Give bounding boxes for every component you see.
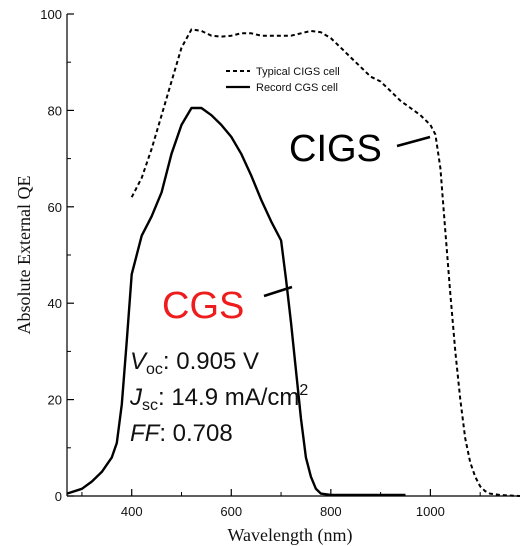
jsc-subscript: sc [142, 397, 158, 414]
jsc-symbol: J [129, 384, 143, 411]
x-tick-label: 400 [121, 504, 143, 519]
y-tick-label: 80 [48, 103, 62, 118]
x-tick-label: 800 [320, 504, 342, 519]
voc-parameter: Voc: 0.905 V [130, 348, 259, 378]
y-tick-label: 0 [55, 489, 62, 504]
y-tick-label: 40 [48, 296, 62, 311]
x-axis-title: Wavelength (nm) [227, 525, 352, 546]
cigs-annotation-leader [396, 135, 431, 148]
ff-value: : 0.708 [159, 420, 232, 447]
axes-layer: 0 20 40 60 80 100 400 600 800 1000 [40, 7, 520, 519]
legend-label-typical-cigs: Typical CIGS cell [256, 66, 340, 78]
ff-parameter: FF: 0.708 [130, 420, 233, 447]
jsc-value: : 14.9 mA/cm [158, 384, 299, 411]
cigs-annotation-label: CIGS [289, 128, 382, 170]
y-tick-label: 20 [48, 393, 62, 408]
y-axis-title: Absolute External QE [14, 176, 34, 335]
series-line-record-cgs [66, 106, 406, 497]
cgs-annotation-label: CGS [162, 285, 244, 327]
voc-symbol: V [130, 348, 148, 375]
legend-label-record-cgs: Record CGS cell [256, 82, 338, 94]
y-tick-label: 60 [48, 200, 62, 215]
x-tick-label: 1000 [416, 504, 445, 519]
ff-symbol: FF [130, 420, 161, 447]
jsc-parameter: Jsc: 14.9 mA/cm2 [129, 382, 308, 414]
series-layer [66, 28, 521, 497]
cgs-annotation-leader [263, 285, 293, 298]
x-tick-label: 600 [220, 504, 242, 519]
legend: Typical CIGS cell Record CGS cell [226, 66, 340, 94]
voc-value: : 0.905 V [163, 348, 259, 375]
y-tick-label: 100 [40, 7, 62, 22]
jsc-superscript: 2 [299, 382, 308, 399]
voc-subscript: oc [146, 361, 163, 378]
